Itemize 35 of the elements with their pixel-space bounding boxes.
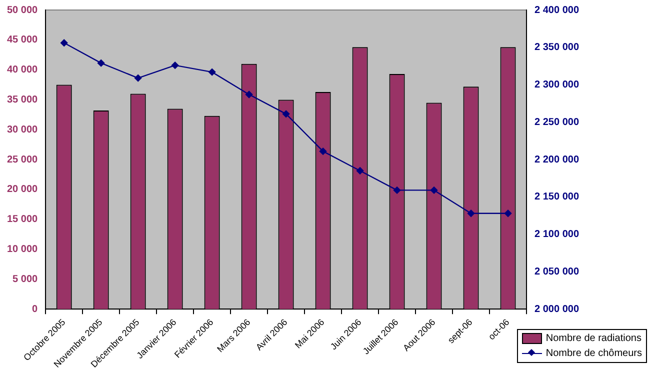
y-tick-label: 40 000 bbox=[6, 64, 38, 76]
point bbox=[430, 186, 438, 194]
y-tick-label: 50 000 bbox=[6, 4, 38, 16]
y-tick-label: 5 000 bbox=[12, 274, 38, 285]
legend-label: Nombre de chômeurs bbox=[546, 348, 642, 359]
point bbox=[393, 186, 401, 194]
y2-tick-label: 2 400 000 bbox=[534, 4, 580, 16]
legend-label: Nombre de radiations bbox=[546, 333, 642, 344]
y2-tick-label: 2 050 000 bbox=[534, 266, 580, 278]
y2-tick-label: 2 000 000 bbox=[534, 304, 580, 315]
y2-tick-label: 2 300 000 bbox=[534, 80, 580, 91]
y-tick-label: 10 000 bbox=[6, 244, 38, 256]
y-tick-label: 45 000 bbox=[6, 34, 38, 46]
point bbox=[245, 90, 253, 98]
point bbox=[319, 148, 327, 155]
point bbox=[356, 167, 364, 174]
point bbox=[171, 62, 179, 69]
y-tick-label: 30 000 bbox=[6, 124, 38, 136]
y-tick-label: 25 000 bbox=[6, 154, 38, 166]
y-tick-label: 20 000 bbox=[6, 184, 38, 196]
y2-tick-label: 2 350 000 bbox=[534, 42, 580, 54]
y-tick-label: 15 000 bbox=[6, 214, 38, 226]
point bbox=[504, 210, 512, 217]
y-tick-label: 0 bbox=[32, 304, 38, 315]
point bbox=[60, 39, 68, 46]
y-tick-label: 35 000 bbox=[6, 94, 38, 106]
y2-tick-label: 2 200 000 bbox=[534, 154, 580, 166]
point bbox=[282, 110, 290, 118]
point bbox=[467, 210, 475, 217]
y2-tick-label: 2 150 000 bbox=[534, 192, 580, 203]
point bbox=[208, 68, 216, 76]
y2-tick-label: 2 250 000 bbox=[534, 116, 580, 128]
y2-tick-label: 2 100 000 bbox=[534, 229, 580, 240]
point bbox=[97, 59, 105, 67]
point bbox=[134, 74, 142, 82]
